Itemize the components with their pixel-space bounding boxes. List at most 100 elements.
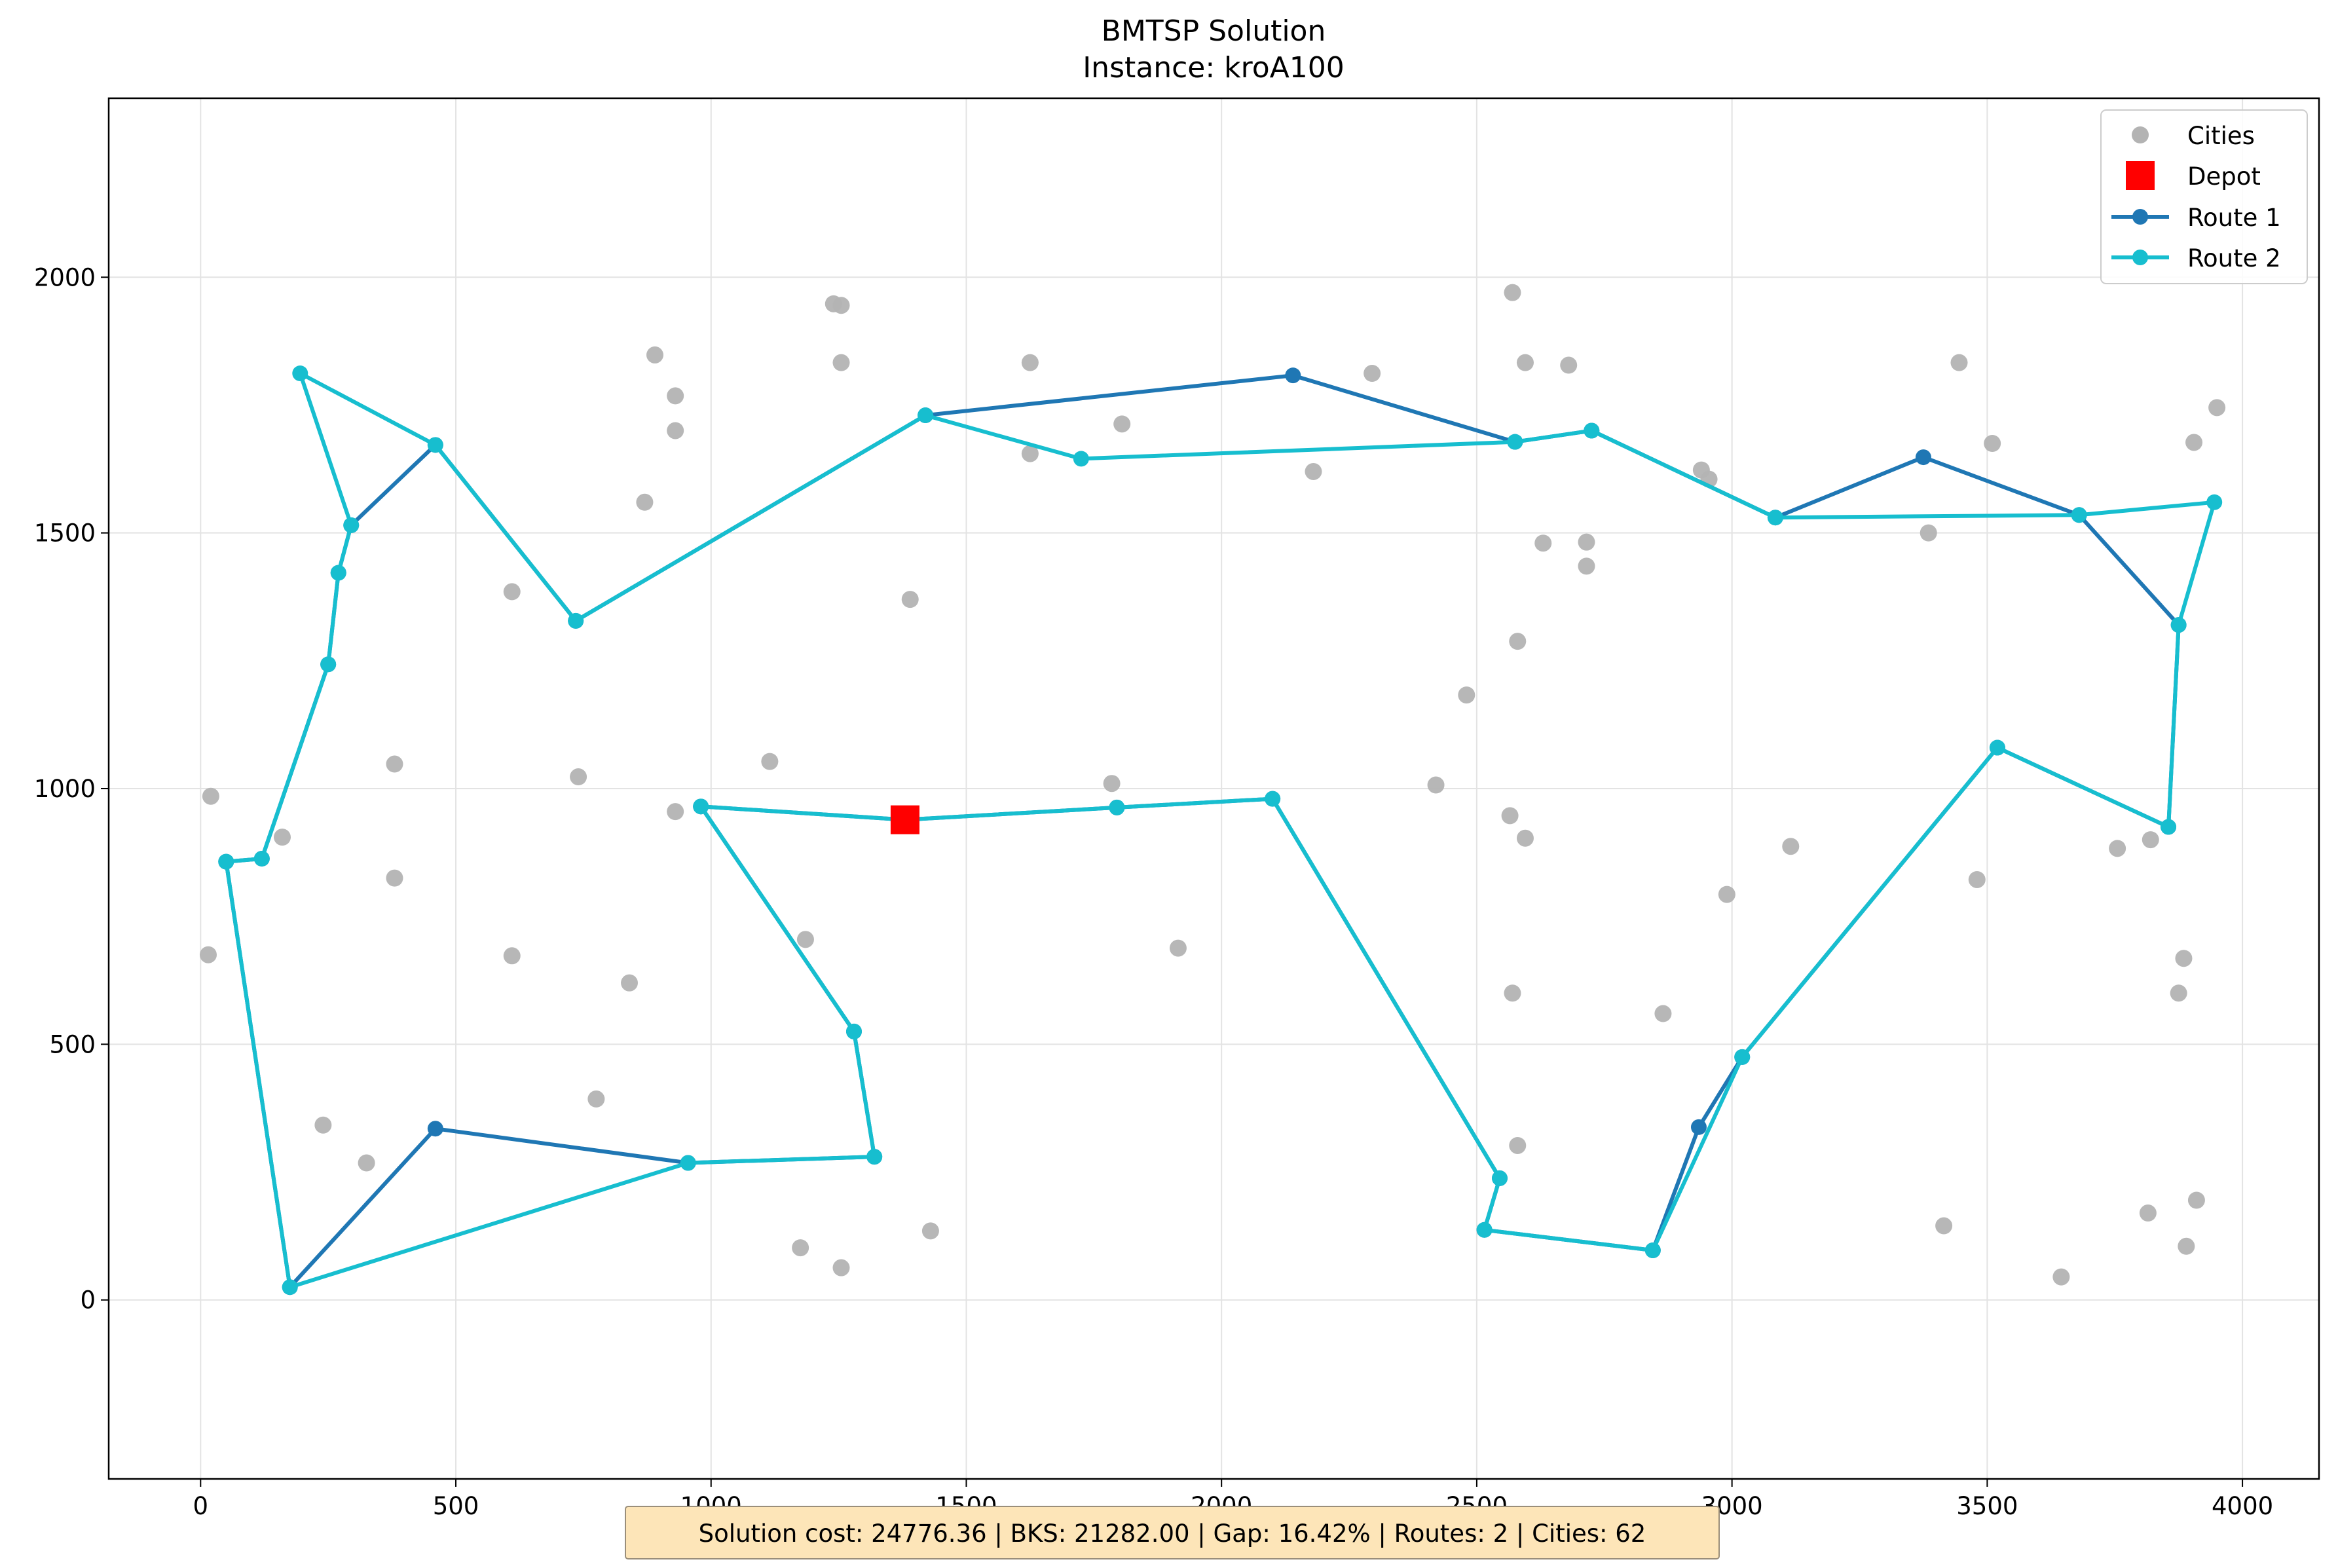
city-point [503,583,521,601]
route-2-point [866,1149,883,1165]
city-point [2187,1191,2205,1209]
route-2-point [330,565,346,581]
city-point [1984,435,2001,452]
route-1-point [1690,1119,1707,1135]
chart-title: BMTSP Solution [1102,14,1326,48]
legend-symbol-route2 [2111,250,2169,265]
route-2-point [1476,1222,1493,1238]
city-point [202,787,219,805]
city-point [1968,870,1986,888]
route-1-point [1285,367,1301,384]
route-2-point [1507,434,1523,450]
city-point [386,755,403,773]
city-point [1509,1136,1527,1154]
x-tick-label: 0 [193,1492,209,1520]
route-2-point [1491,1170,1508,1186]
city-point [667,422,684,439]
route-2-point [1109,799,1125,815]
route-2-point [1767,510,1783,526]
city-point [2142,831,2159,849]
route-2-point [1644,1242,1661,1259]
legend-symbol-depot [2126,161,2155,190]
route-2-point [218,853,234,870]
legend-label-route1: Route 1 [2187,204,2281,232]
city-point [1504,284,1521,301]
route-2-point [1989,739,2005,756]
route-2-point [2170,617,2187,633]
city-point [667,387,684,405]
y-tick-label: 1000 [34,775,96,803]
city-point [358,1154,375,1172]
city-point [1305,462,1322,480]
legend-label-cities: Cities [2187,122,2255,150]
city-point [2175,950,2193,967]
route-1-point [427,1121,443,1137]
x-tick-label: 3500 [1956,1492,2018,1520]
summary-box: Solution cost: 24776.36 | BKS: 21282.00 … [625,1506,1720,1559]
city-point [1021,445,1039,462]
legend-depot-marker [2126,161,2155,190]
city-point [1560,356,1578,374]
route-2-point [253,850,270,867]
chart-subtitle: Instance: kroA100 [1083,51,1345,84]
y-tick-label: 0 [80,1286,96,1315]
city-point [1103,775,1121,793]
city-point [1509,633,1527,650]
legend-label-route2: Route 2 [2187,244,2281,272]
city-point [570,768,587,786]
city-point [1427,776,1445,794]
routes-layer [218,365,2223,1296]
route-2-point [320,656,337,673]
cities-layer [199,284,2226,1286]
route-2-point [282,1279,298,1296]
route-2-point [693,798,709,815]
legend-label-depot: Depot [2187,162,2261,191]
city-point [1578,557,1595,575]
summary-text: Solution cost: 24776.36 | BKS: 21282.00 … [699,1520,1646,1548]
legend-symbol-cities [2132,126,2149,143]
city-point [1364,365,1381,383]
y-tick-label: 500 [49,1030,96,1058]
city-point [667,803,684,821]
city-point [621,974,639,992]
legend-route2-marker [2132,250,2148,265]
route-2-point [918,407,934,424]
city-point [901,591,919,608]
city-point [796,931,814,948]
city-point [503,947,521,965]
x-tick-label: 4000 [2212,1492,2273,1520]
city-point [587,1090,605,1108]
city-point [386,869,403,887]
city-point [2170,984,2187,1002]
city-point [1458,686,1475,704]
route-2-point [292,365,308,382]
route-2-point [427,437,443,453]
legend-cities-marker [2132,126,2149,143]
route-2-point [568,612,584,629]
city-point [1950,354,1968,371]
x-tick-label: 500 [433,1492,479,1520]
city-point [2052,1268,2070,1286]
route-2 [218,365,2223,1296]
city-point [199,946,217,963]
city-point [761,753,779,770]
city-point [1516,829,1534,847]
summary-box-background [625,1506,1720,1559]
route-2-point [680,1155,696,1171]
city-point [1920,524,1937,542]
city-point [314,1116,332,1134]
city-point [832,297,850,314]
city-point [1578,533,1595,551]
route-2-point [2071,507,2087,523]
city-point [1021,354,1039,371]
depot-layer [890,805,919,834]
city-point [792,1239,809,1257]
city-point [1504,984,1521,1002]
city-point [646,346,664,364]
city-point [1516,354,1534,371]
city-point [1501,807,1519,825]
route-2-point [1734,1049,1751,1065]
